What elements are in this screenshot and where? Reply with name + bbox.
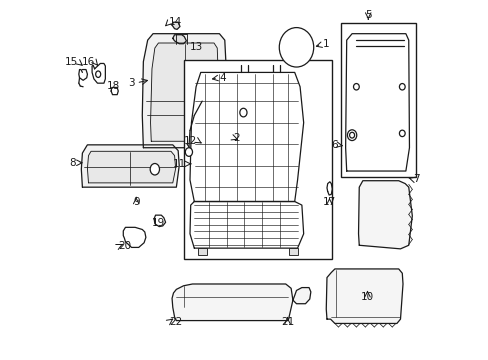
Polygon shape xyxy=(190,72,303,202)
Ellipse shape xyxy=(353,84,359,90)
Text: 17: 17 xyxy=(322,197,335,207)
Ellipse shape xyxy=(239,108,246,117)
Bar xyxy=(340,23,415,177)
Text: 22: 22 xyxy=(169,317,182,327)
Text: 11: 11 xyxy=(173,159,186,169)
Polygon shape xyxy=(111,87,118,95)
Bar xyxy=(289,248,298,255)
Text: 1: 1 xyxy=(322,40,328,49)
Polygon shape xyxy=(123,227,145,247)
Text: 12: 12 xyxy=(183,136,197,145)
Polygon shape xyxy=(325,269,402,323)
Text: 6: 6 xyxy=(330,140,337,150)
Polygon shape xyxy=(345,34,408,171)
Polygon shape xyxy=(172,284,292,320)
Text: 4: 4 xyxy=(219,73,225,83)
Polygon shape xyxy=(81,145,179,187)
Bar xyxy=(183,60,332,259)
Text: 19: 19 xyxy=(152,218,165,228)
Ellipse shape xyxy=(96,71,101,77)
Ellipse shape xyxy=(185,148,192,156)
Ellipse shape xyxy=(399,130,405,136)
Text: 10: 10 xyxy=(360,292,373,302)
Polygon shape xyxy=(142,34,225,148)
Ellipse shape xyxy=(399,84,405,90)
Polygon shape xyxy=(358,181,411,249)
Text: 9: 9 xyxy=(133,197,139,207)
Bar xyxy=(198,248,206,255)
Text: 3: 3 xyxy=(128,78,135,88)
Text: 21: 21 xyxy=(280,317,294,327)
Text: 13: 13 xyxy=(190,42,203,52)
Ellipse shape xyxy=(150,163,159,175)
Text: 5: 5 xyxy=(364,10,371,20)
Ellipse shape xyxy=(346,130,356,140)
Text: 8: 8 xyxy=(69,158,76,168)
Polygon shape xyxy=(92,63,105,83)
Text: 2: 2 xyxy=(233,133,239,143)
Polygon shape xyxy=(154,215,165,226)
Ellipse shape xyxy=(279,28,313,67)
Polygon shape xyxy=(79,69,87,80)
Text: 16: 16 xyxy=(81,57,94,67)
Polygon shape xyxy=(326,182,332,195)
Polygon shape xyxy=(172,35,186,44)
Text: 20: 20 xyxy=(118,241,131,251)
Polygon shape xyxy=(150,43,218,141)
Text: 7: 7 xyxy=(412,174,419,184)
Polygon shape xyxy=(292,288,310,304)
Text: 18: 18 xyxy=(107,81,120,91)
Ellipse shape xyxy=(349,132,354,138)
Polygon shape xyxy=(190,202,303,248)
Text: 15: 15 xyxy=(64,57,78,67)
Polygon shape xyxy=(87,151,175,183)
Polygon shape xyxy=(172,22,180,30)
Text: 14: 14 xyxy=(169,17,182,27)
